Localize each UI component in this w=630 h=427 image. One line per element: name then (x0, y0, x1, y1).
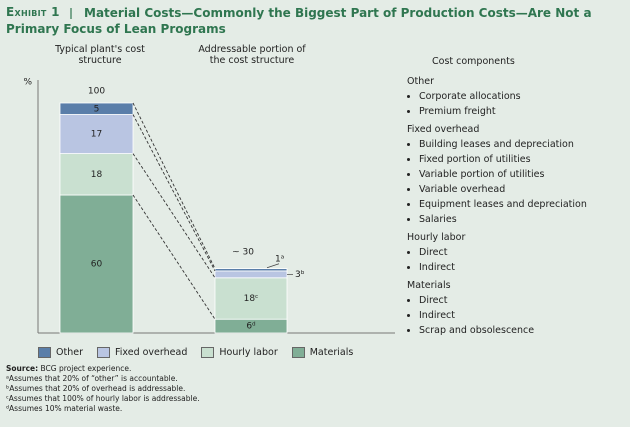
panel-title: Cost components (432, 56, 515, 67)
footnote: ᵃAssumes that 20% of “other” is accounta… (6, 374, 178, 383)
bar-segment (214, 270, 288, 279)
legend-item: Fixed overhead (96, 347, 188, 358)
group-item: Direct (419, 293, 627, 308)
bar-segment (59, 102, 134, 115)
legend-label: Fixed overhead (114, 347, 188, 358)
legend: Other Fixed overhead Hourly labor Materials (38, 347, 353, 358)
connector (132, 194, 216, 320)
bar-segment (214, 277, 288, 320)
group-item: Direct (419, 245, 627, 260)
bar-segment (214, 268, 288, 272)
component-group: Other Corporate allocationsPremium freigh… (407, 74, 627, 119)
legend-label: Materials (309, 347, 354, 358)
group-items: Corporate allocationsPremium freight (407, 89, 627, 119)
x-category-label: Typical plant's cost structure (55, 44, 145, 66)
component-group: Hourly labor DirectIndirect (407, 230, 627, 275)
cost-components: Cost components Other Corporate allocation… (407, 56, 627, 341)
group-items: Building leases and depreciationFixed po… (407, 137, 627, 227)
legend-swatch (201, 347, 215, 358)
source: Source: BCG project experience. (6, 364, 200, 374)
group-item: Building leases and depreciation (419, 137, 627, 152)
footnote: ᵇAssumes that 20% of overhead is address… (6, 384, 186, 393)
group-item: Scrap and obsolescence (419, 323, 627, 338)
legend-item: Materials (291, 347, 354, 358)
bar-segment (59, 153, 134, 196)
x-category-label: Addressable portion of the cost structur… (198, 44, 306, 66)
footnote: ᶜAssumes that 100% of hourly labor is ad… (6, 394, 200, 403)
group-item: Variable portion of utilities (419, 167, 627, 182)
group-items: DirectIndirect (407, 245, 627, 275)
exhibit-label: Exhibit 1 (6, 5, 60, 19)
legend-swatch (291, 347, 305, 358)
bar-segment (59, 194, 134, 334)
value-label: 17 (91, 130, 102, 140)
group-item: Corporate allocations (419, 89, 627, 104)
legend-label: Other (56, 347, 83, 358)
value-label: 18ᶜ (244, 294, 259, 304)
chart-title: Material Costs—Commonly the Biggest Part… (6, 6, 592, 36)
total-label: 100 (88, 87, 105, 97)
legend-label: Hourly labor (219, 347, 278, 358)
legend-swatch (38, 347, 51, 358)
value-label: 3ᵇ (295, 270, 305, 280)
source-label: Source: (6, 364, 39, 373)
value-label: 18 (91, 170, 103, 180)
value-label: 1ᵃ (275, 254, 284, 264)
group-item: Variable overhead (419, 182, 627, 197)
connector (132, 114, 216, 272)
bar-segment (59, 114, 134, 154)
component-group: Fixed overhead Building leases and deprec… (407, 122, 627, 227)
connector (132, 153, 216, 279)
group-name: Hourly labor (407, 232, 466, 243)
group-item: Equipment leases and depreciation (419, 197, 627, 212)
component-group: Materials DirectIndirectScrap and obsoles… (407, 278, 627, 338)
value-label: 5 (94, 104, 100, 114)
group-name: Materials (407, 280, 451, 291)
notes: Source: BCG project experience. ᵃAssumes… (6, 364, 200, 414)
group-item: Premium freight (419, 104, 627, 119)
total-label: ~ 30 (232, 248, 254, 258)
group-name: Fixed overhead (407, 124, 480, 135)
group-item: Indirect (419, 308, 627, 323)
y-axis-label: % (23, 78, 32, 88)
legend-item: Hourly labor (201, 347, 278, 358)
value-label: 60 (91, 260, 103, 270)
group-item: Fixed portion of utilities (419, 152, 627, 167)
group-name: Other (407, 76, 434, 87)
footnote: ᵈAssumes 10% material waste. (6, 404, 123, 413)
group-item: Indirect (419, 260, 627, 275)
value-label: 6ᵈ (246, 322, 256, 332)
label-leader (266, 263, 280, 269)
connector (132, 102, 216, 269)
group-item: Salaries (419, 212, 627, 227)
legend-item: Other (38, 347, 83, 358)
group-items: DirectIndirectScrap and obsolescence (407, 293, 627, 338)
source-text: BCG project experience. (40, 364, 132, 373)
legend-swatch (96, 347, 110, 358)
